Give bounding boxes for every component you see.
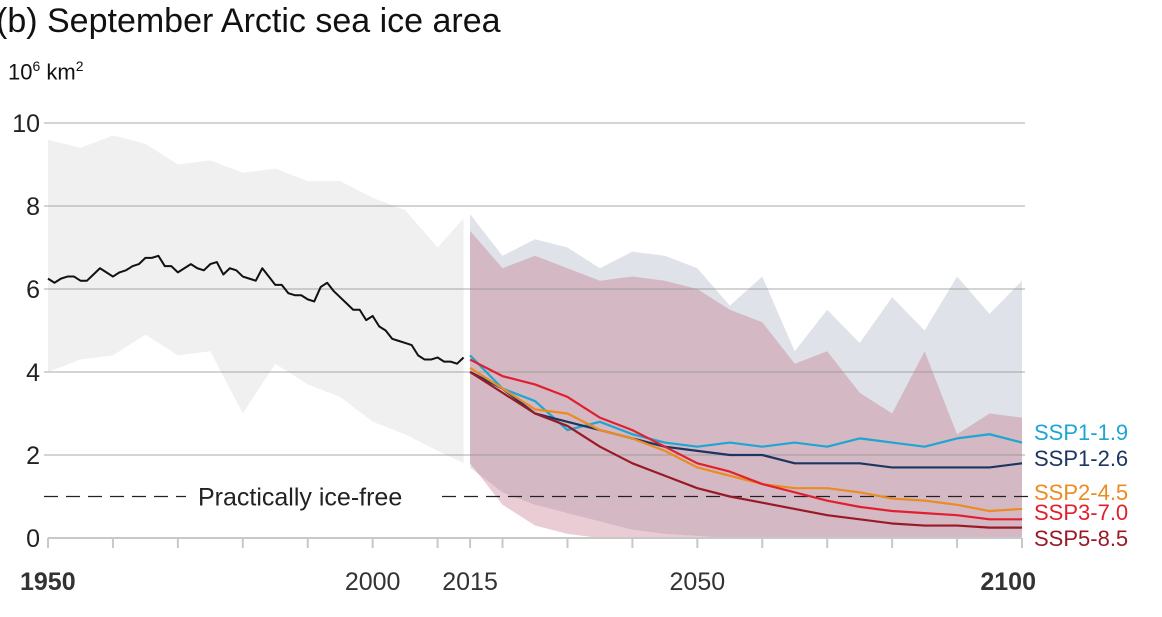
legend-label-SSP1-2.6: SSP1-2.6: [1034, 446, 1128, 471]
scenario-range-band-1: [470, 214, 1023, 539]
x-tick-label-2015: 2015: [442, 568, 498, 596]
x-tick-label-2050: 2050: [670, 568, 726, 596]
historical-line: [47, 254, 465, 365]
legend-label-SSP2-4.5: SSP2-4.5: [1034, 480, 1128, 505]
x-tick-label-2000: 2000: [345, 568, 401, 596]
y-tick-label-0: 0: [26, 525, 40, 553]
y-tick-label-8: 8: [26, 193, 40, 221]
series-line-SSP5-8.5: [469, 371, 1022, 529]
y-axis-unit: 106 km2: [8, 58, 84, 85]
unit-base: 10: [8, 59, 33, 85]
legend-label-SSP1-1.9: SSP1-1.9: [1034, 420, 1128, 445]
series-line-SSP1-1.9: [469, 354, 1023, 448]
y-tick-label-10: 10: [12, 110, 40, 138]
unit-km-exp: 2: [75, 58, 84, 74]
chart-title: (b) September Arctic sea ice area: [0, 2, 501, 40]
unit-exp: 6: [32, 58, 41, 74]
historical-range-band: [48, 135, 464, 464]
x-tick-label-1950: 1950: [20, 568, 76, 596]
unit-km: km: [40, 59, 76, 85]
series-line-SSP3-7.0: [469, 358, 1022, 521]
legend-label-SSP5-8.5: SSP5-8.5: [1034, 526, 1128, 551]
y-tick-label-2: 2: [26, 442, 40, 470]
x-tick-label-2100: 2100: [980, 568, 1036, 596]
legend-label-SSP3-7.0: SSP3-7.0: [1034, 500, 1128, 525]
threshold-label: Practically ice-free: [198, 484, 402, 512]
series-line-SSP1-2.6: [469, 371, 1023, 469]
y-tick-label-4: 4: [26, 359, 40, 387]
scenario-range-band-2: [470, 230, 1023, 538]
series-line-SSP2-4.5: [469, 366, 1023, 513]
y-tick-label-6: 6: [26, 276, 40, 304]
